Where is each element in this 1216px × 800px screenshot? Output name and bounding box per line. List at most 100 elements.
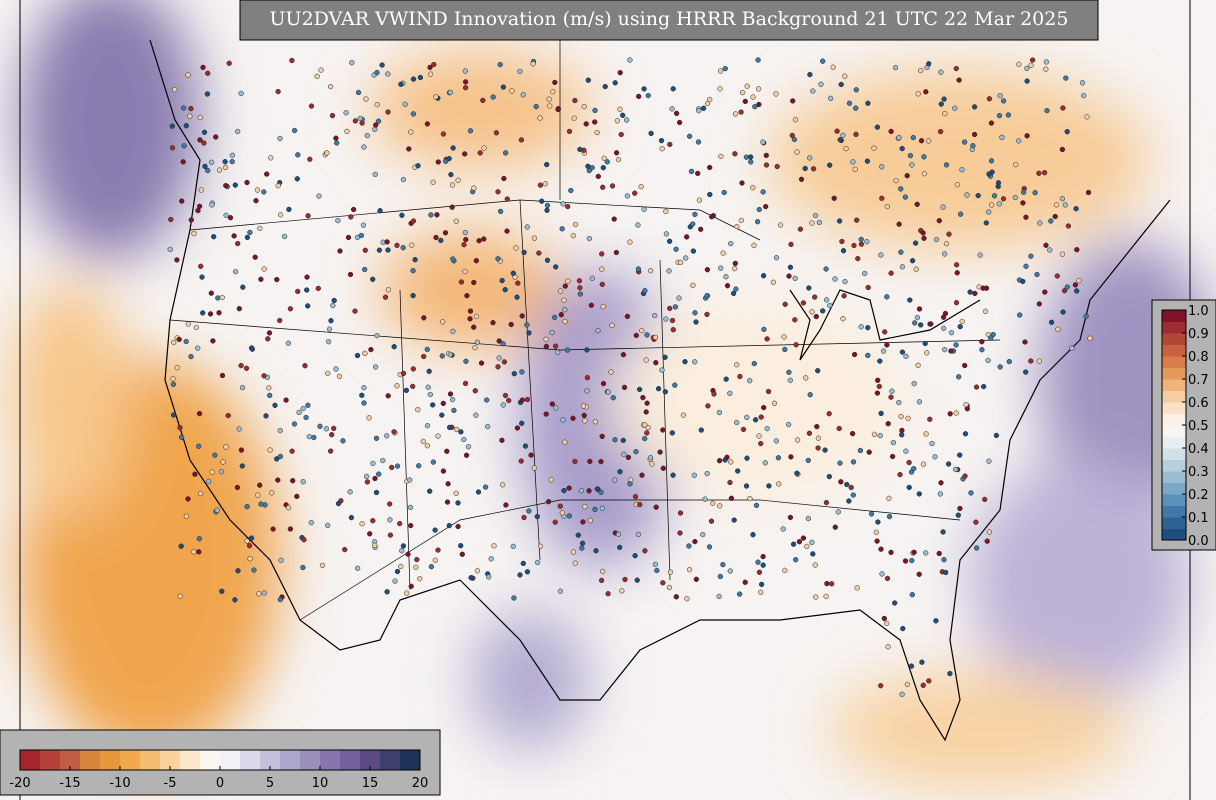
observation-dot — [473, 313, 480, 320]
observation-dot — [642, 435, 648, 442]
observation-dot — [921, 171, 928, 177]
observation-dot — [973, 545, 980, 551]
observation-dot — [605, 591, 611, 597]
observation-dot — [907, 152, 914, 159]
observation-dot — [938, 101, 944, 107]
observation-dot — [893, 177, 899, 184]
observation-dot — [936, 550, 942, 557]
observation-dot — [805, 515, 812, 522]
observation-dot — [455, 523, 461, 530]
observation-dot — [453, 426, 460, 433]
colorbar-segment — [1162, 505, 1186, 518]
observation-dot — [482, 484, 489, 490]
observation-dot — [577, 146, 583, 153]
observation-dot — [956, 374, 962, 380]
observation-dot — [344, 128, 350, 135]
observation-dot — [501, 359, 508, 365]
observation-dot — [373, 435, 380, 441]
observation-dot — [522, 443, 529, 449]
observation-dot — [599, 281, 605, 288]
observation-dot — [235, 568, 241, 574]
observation-dot — [722, 65, 728, 72]
observation-dot — [576, 278, 583, 284]
observation-dot — [782, 346, 788, 353]
observation-dot — [268, 155, 274, 161]
observation-dot — [641, 86, 647, 92]
observation-dot — [647, 268, 654, 274]
observation-dot — [957, 324, 963, 330]
observation-dot — [432, 527, 438, 533]
observation-dot — [474, 339, 481, 345]
observation-dot — [886, 495, 892, 502]
observation-dot — [663, 231, 670, 237]
observation-dot — [613, 150, 620, 156]
observation-dot — [195, 345, 201, 351]
observation-dot — [846, 498, 852, 504]
observation-dot — [277, 317, 283, 324]
observation-dot — [609, 322, 615, 329]
observation-dot — [416, 463, 422, 469]
colorbar-segment — [320, 750, 341, 770]
colorbar-tick-label: 0 — [216, 776, 224, 791]
observation-dot — [744, 414, 750, 421]
observation-dot — [223, 212, 229, 218]
observation-dot — [409, 242, 415, 248]
observation-dot — [1023, 369, 1029, 375]
observation-dot — [1054, 273, 1060, 279]
observation-dot — [446, 424, 453, 431]
observation-dot — [459, 551, 465, 557]
observation-dot — [352, 118, 359, 124]
colorbar-segment — [1162, 517, 1186, 529]
observation-dot — [296, 409, 302, 416]
colorbar-segment — [1162, 448, 1186, 460]
observation-dot — [361, 400, 367, 406]
observation-dot — [514, 425, 521, 431]
observation-dot — [882, 329, 888, 335]
observation-dot — [756, 433, 762, 439]
observation-dot — [240, 284, 246, 290]
observation-dot — [488, 556, 494, 562]
observation-dot — [364, 479, 371, 485]
colorbar-segment — [1162, 321, 1186, 334]
observation-dot — [923, 431, 929, 437]
observation-dot — [604, 159, 610, 165]
observation-dot — [274, 456, 280, 462]
observation-dot — [382, 294, 389, 300]
observation-dot — [359, 521, 365, 527]
observation-dot — [1024, 78, 1030, 84]
observation-dot — [467, 128, 474, 134]
observation-dot — [236, 306, 242, 312]
observation-dot — [430, 179, 436, 185]
observation-dot — [938, 69, 944, 75]
observation-dot — [462, 79, 469, 85]
observation-dot — [197, 490, 204, 497]
observation-dot — [277, 453, 284, 460]
observation-dot — [940, 529, 946, 535]
observation-dot — [716, 409, 723, 416]
observation-dot — [490, 94, 496, 100]
observation-dot — [169, 145, 176, 151]
observation-dot — [747, 378, 753, 384]
observation-dot — [732, 265, 738, 272]
observation-dot — [519, 397, 525, 403]
observation-dot — [900, 625, 906, 632]
observation-dot — [270, 526, 276, 532]
observation-dot — [716, 458, 723, 464]
observation-dot — [585, 77, 591, 83]
observation-dot — [972, 290, 978, 297]
observation-dot — [410, 218, 417, 224]
observation-dot — [349, 60, 355, 66]
observation-dot — [1069, 345, 1075, 351]
observation-dot — [609, 183, 616, 189]
observation-dot — [238, 447, 245, 453]
observation-dot — [842, 278, 848, 285]
observation-dot — [874, 390, 881, 396]
observation-dot — [370, 518, 376, 524]
observation-dot — [183, 513, 190, 519]
observation-dot — [908, 663, 915, 669]
observation-dot — [899, 427, 905, 434]
observation-dot — [584, 347, 590, 353]
observation-dot — [394, 383, 400, 389]
observation-dot — [334, 140, 340, 146]
observation-dot — [704, 267, 711, 273]
